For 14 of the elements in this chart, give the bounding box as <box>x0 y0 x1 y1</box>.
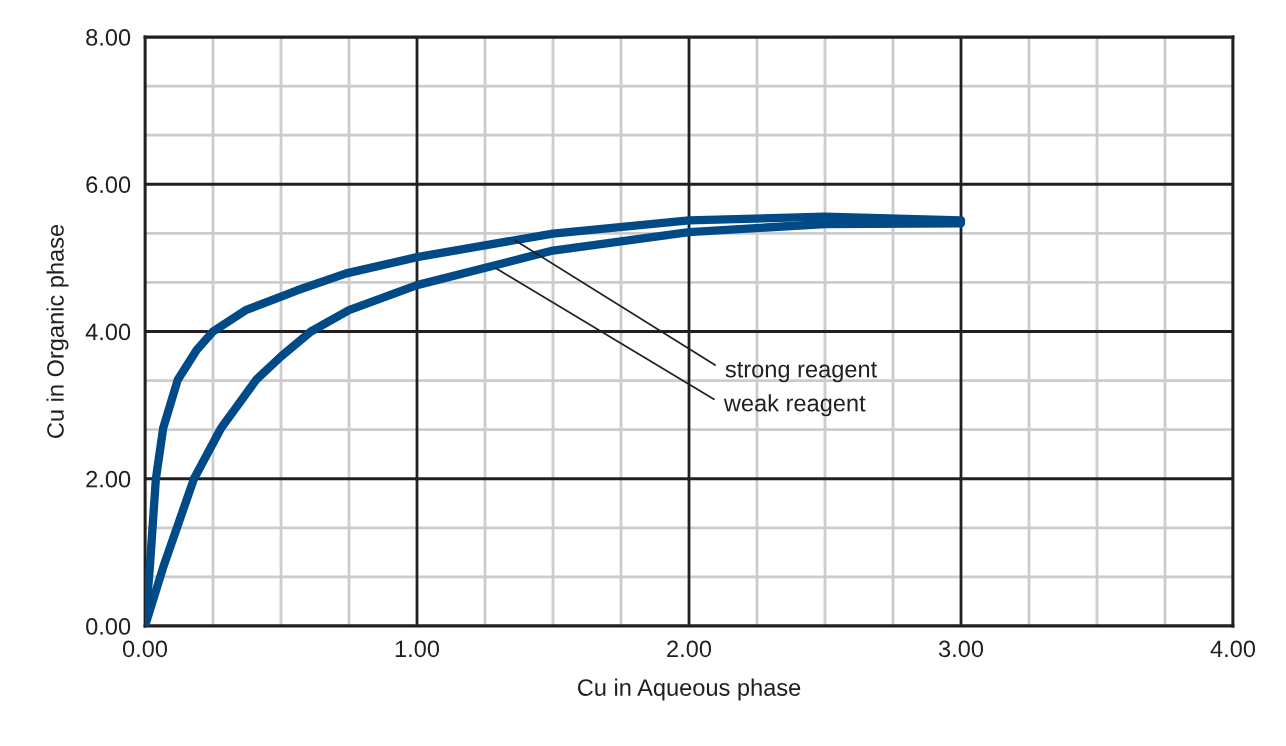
y-tick-label: 8.00 <box>86 29 131 46</box>
x-tick-label: 2.00 <box>667 640 712 658</box>
x-tick-label: 1.00 <box>395 640 440 658</box>
y-axis-title: Cu in Organic phase <box>46 224 69 438</box>
y-tick-label: 6.00 <box>86 176 131 194</box>
y-tick-label: 2.00 <box>86 470 131 488</box>
x-tick-label: 0.00 <box>122 640 168 658</box>
y-tick-label: 4.00 <box>85 323 131 341</box>
y-tick-label: 0.00 <box>86 618 131 635</box>
x-tick-label: 4.00 <box>1210 640 1256 658</box>
annotation: weak reagent <box>723 394 866 417</box>
x-tick-label: 3.00 <box>938 640 984 658</box>
x-axis-title: Cu in Aqueous phase <box>577 678 801 701</box>
annotation: strong reagent <box>725 362 878 383</box>
